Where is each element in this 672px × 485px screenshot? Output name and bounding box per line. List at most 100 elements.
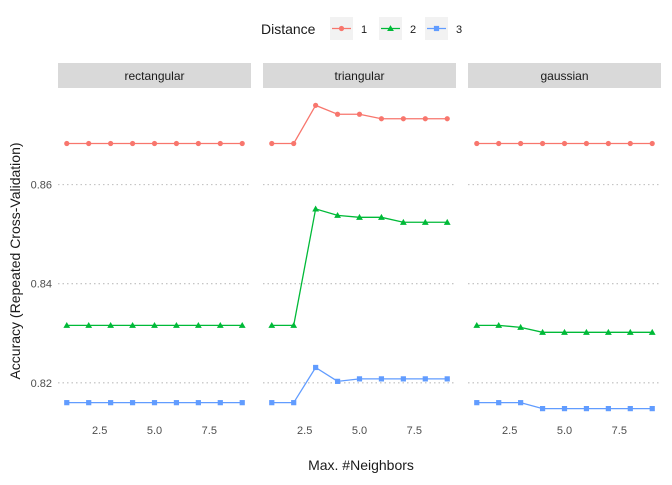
- point-triangle: [421, 218, 429, 225]
- series-3: [64, 400, 245, 406]
- point-circle: [422, 116, 428, 122]
- point-square: [518, 400, 524, 406]
- point-circle: [269, 140, 275, 147]
- point-square: [561, 406, 568, 412]
- series-1: [64, 140, 245, 147]
- facet-strip: [58, 63, 251, 88]
- legend-item-3: 3: [425, 17, 462, 40]
- y-axis-title: Accuracy (Repeated Cross-Validation): [7, 142, 23, 379]
- x-tick-label: 5.0: [352, 425, 367, 437]
- point-triangle: [334, 211, 341, 218]
- series-1: [269, 102, 450, 147]
- point-square: [86, 400, 92, 406]
- facet-panel-rectangular: rectangular 2.5 5.0 7.5: [58, 63, 251, 437]
- point-square: [649, 406, 655, 412]
- point-circle: [583, 140, 590, 147]
- point-square: [605, 406, 611, 412]
- x-tick-label: 5.0: [147, 425, 162, 437]
- point-square: [195, 400, 201, 406]
- series-2: [268, 205, 451, 328]
- point-triangle: [85, 321, 93, 328]
- point-triangle: [151, 321, 158, 328]
- point-circle: [239, 140, 245, 147]
- point-circle: [151, 140, 158, 147]
- point-circle: [108, 140, 114, 147]
- point-circle: [195, 140, 201, 147]
- point-triangle: [107, 321, 115, 328]
- point-square: [173, 400, 180, 406]
- legend-items: 1 2 3: [330, 17, 462, 40]
- point-triangle: [539, 328, 546, 335]
- facet-strip-label: triangular: [334, 69, 384, 83]
- series-3: [474, 400, 655, 412]
- y-tick-label: 0.86: [31, 180, 52, 192]
- point-triangle: [517, 323, 525, 330]
- point-triangle: [443, 218, 451, 225]
- series-1: [474, 140, 655, 147]
- point-circle: [338, 25, 345, 32]
- point-triangle: [399, 218, 407, 225]
- point-circle: [605, 140, 611, 147]
- point-triangle: [648, 328, 656, 335]
- x-tick-label: 2.5: [297, 425, 312, 437]
- y-axis-ticks: 0.82 0.84 0.86: [31, 180, 52, 390]
- facet-strip-label: rectangular: [124, 69, 184, 83]
- point-circle: [496, 140, 502, 147]
- point-circle: [561, 140, 568, 147]
- facet-panel-gaussian: gaussian 2.5 5.0 7.5: [468, 63, 661, 437]
- point-triangle: [561, 328, 568, 335]
- x-tick-label: 7.5: [407, 425, 422, 437]
- point-triangle: [583, 328, 590, 335]
- point-square: [239, 400, 245, 406]
- point-circle: [64, 140, 70, 147]
- point-triangle: [290, 321, 298, 328]
- legend-item-1: 1: [330, 17, 367, 40]
- point-square: [64, 400, 70, 406]
- point-square: [151, 400, 158, 406]
- point-triangle: [194, 321, 202, 328]
- point-triangle: [356, 213, 363, 220]
- series-line: [271, 208, 448, 327]
- point-square: [291, 400, 297, 406]
- series-line: [271, 104, 448, 145]
- x-tick-label: 5.0: [557, 425, 572, 437]
- point-square: [334, 378, 341, 384]
- series-2: [473, 321, 656, 335]
- x-axis-title: Max. #Neighbors: [308, 457, 414, 473]
- point-square: [539, 406, 546, 412]
- facet-strip: [263, 63, 456, 88]
- legend-label: 1: [361, 24, 367, 36]
- point-triangle: [604, 328, 612, 335]
- point-square: [627, 406, 633, 412]
- point-triangle: [312, 205, 320, 212]
- facet-panel-triangular: triangular 2.5 5.0 7.5: [263, 63, 456, 437]
- point-square: [269, 400, 275, 406]
- point-square: [313, 364, 319, 371]
- legend-title: Distance: [261, 21, 316, 37]
- series-line: [271, 366, 448, 404]
- point-triangle: [216, 321, 224, 328]
- legend-label: 2: [410, 24, 416, 36]
- point-triangle: [63, 321, 71, 328]
- point-triangle: [129, 321, 136, 328]
- point-square: [356, 376, 363, 382]
- x-tick-label: 2.5: [502, 425, 517, 437]
- series-2: [63, 321, 246, 328]
- point-square: [129, 400, 136, 406]
- legend: Distance 1 2 3: [261, 17, 462, 40]
- y-tick-label: 0.84: [31, 279, 52, 291]
- point-square: [400, 376, 406, 382]
- point-square: [378, 376, 385, 382]
- point-square: [583, 406, 590, 412]
- point-square: [496, 400, 502, 406]
- point-circle: [474, 140, 480, 147]
- point-circle: [539, 140, 546, 147]
- point-triangle: [495, 321, 503, 328]
- point-square: [433, 25, 440, 32]
- legend-label: 3: [456, 24, 462, 36]
- point-circle: [129, 140, 136, 147]
- legend-item-2: 2: [379, 17, 416, 40]
- point-triangle: [238, 321, 246, 328]
